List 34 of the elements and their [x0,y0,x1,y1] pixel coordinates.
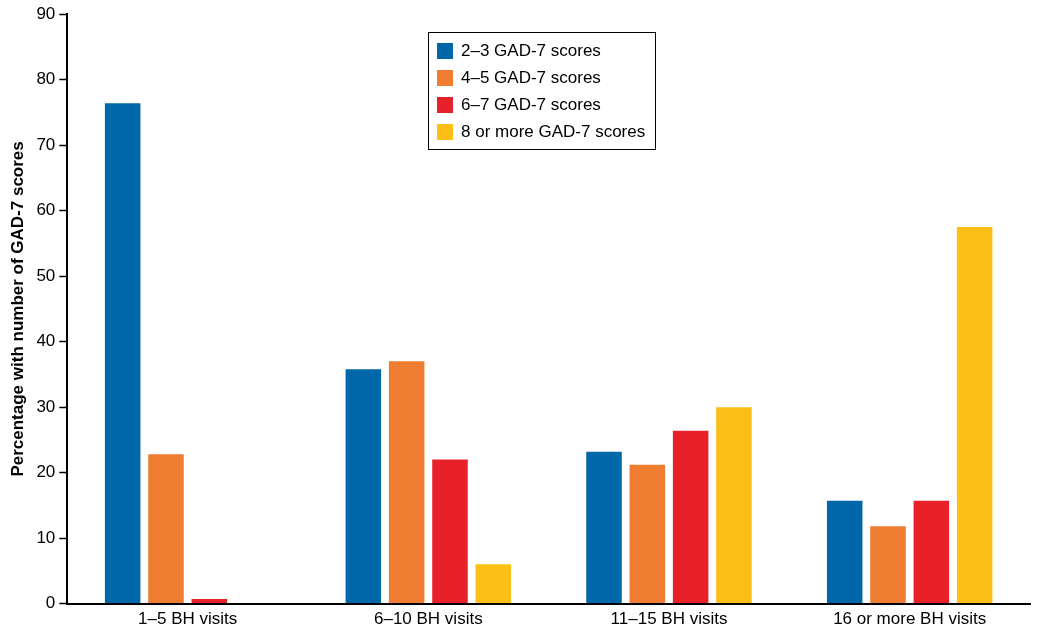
bar [629,464,666,604]
y-tick-label: 10 [36,527,56,547]
x-tick-label: 16 or more BH visits [833,609,987,629]
y-tick-label: 40 [36,331,56,351]
legend-label: 8 or more GAD-7 scores [461,121,646,143]
bar [956,227,993,604]
x-tick-label: 1–5 BH visits [138,609,238,629]
bar [148,454,184,604]
y-tick-label: 70 [36,134,56,154]
y-tick-label: 80 [36,69,56,89]
bar [586,451,622,604]
bar [432,459,468,604]
y-tick-label: 20 [36,462,56,482]
bar [104,103,141,604]
bar [913,500,950,604]
bar [345,369,382,604]
y-tick-label: 60 [36,200,56,220]
bar [826,500,863,604]
bar [870,526,906,604]
bar [388,361,425,604]
legend-label: 6–7 GAD-7 scores [461,94,601,116]
x-tick-label: 6–10 BH visits [373,609,483,629]
y-tick-label: 50 [36,265,56,285]
legend-label: 2–3 GAD-7 scores [461,40,601,62]
x-tick-label: 11–15 BH visits [610,609,728,629]
bar [672,430,709,604]
y-tick-label: 0 [45,593,56,613]
y-axis-title: Percentage with number of GAD-7 scores [7,141,27,477]
bar [475,564,512,604]
y-tick-label: 90 [36,3,56,23]
bar [191,599,228,604]
y-tick-label: 30 [36,396,56,416]
bar [716,407,752,604]
legend-label: 4–5 GAD-7 scores [461,67,601,89]
